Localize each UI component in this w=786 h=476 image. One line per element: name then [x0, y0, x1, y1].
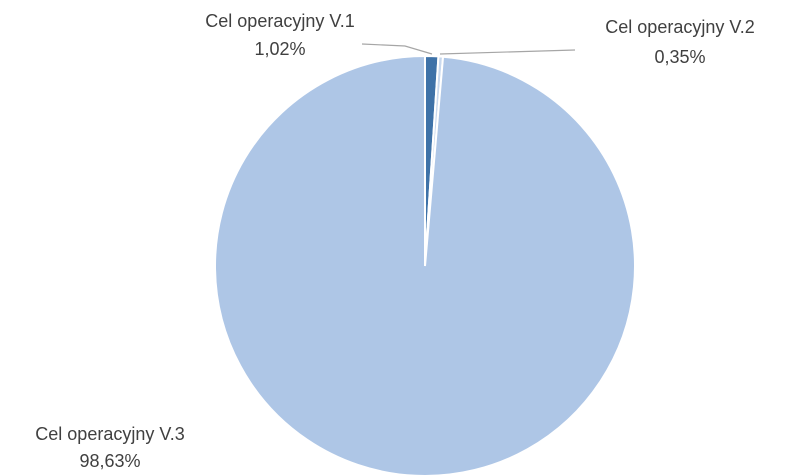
slice-value-label: 1,02%: [254, 39, 305, 59]
slice-label: Cel operacyjny V.3: [35, 424, 184, 444]
slice-label: Cel operacyjny V.1: [205, 11, 354, 31]
slice-value-label: 0,35%: [654, 47, 705, 67]
slice-value-label: 98,63%: [79, 451, 140, 471]
leader-line: [439, 49, 576, 55]
pie-slice: [214, 54, 636, 476]
leader-line: [361, 43, 433, 55]
slice-label: Cel operacyjny V.2: [605, 17, 754, 37]
